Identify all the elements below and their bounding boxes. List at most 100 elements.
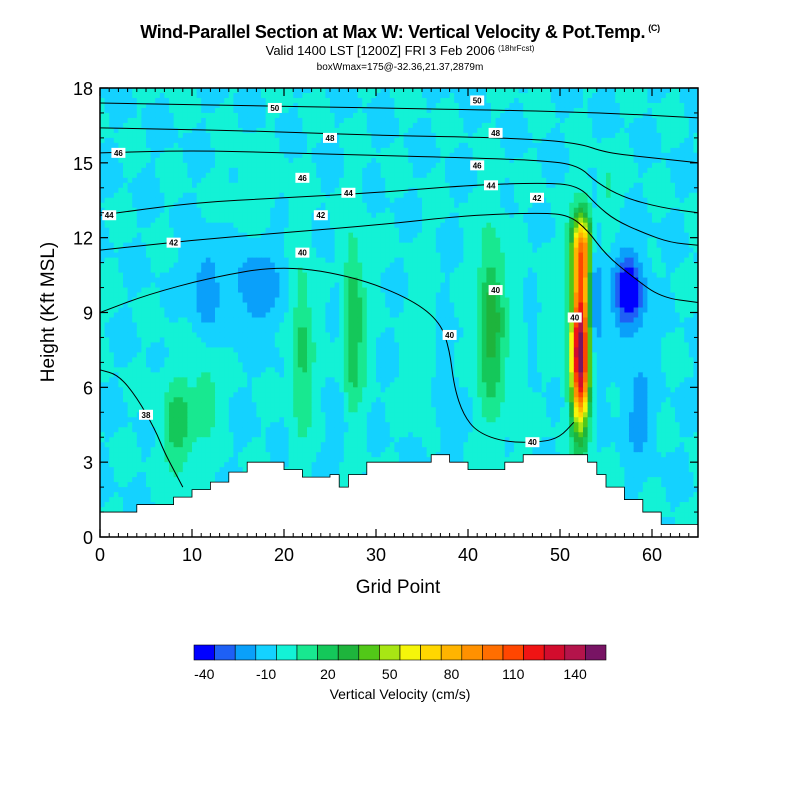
field-cell	[624, 117, 630, 124]
field-cell	[491, 197, 497, 204]
field-cell	[481, 117, 487, 124]
field-cell	[169, 88, 175, 94]
field-cell	[440, 267, 446, 274]
field-cell	[127, 88, 133, 94]
field-cell	[693, 147, 698, 154]
field-cell	[449, 172, 455, 179]
field-cell	[652, 217, 658, 224]
field-cell	[601, 152, 607, 159]
field-cell	[495, 157, 501, 164]
field-cell	[619, 267, 625, 274]
field-cell	[541, 102, 547, 109]
field-cell	[560, 122, 566, 129]
field-cell	[274, 177, 280, 184]
field-cell	[169, 252, 175, 259]
field-cell	[380, 177, 386, 184]
field-cell	[284, 102, 290, 109]
field-cell	[297, 167, 303, 174]
field-cell	[422, 142, 428, 149]
field-cell	[408, 92, 414, 99]
field-cell	[325, 162, 331, 169]
field-cell	[661, 192, 667, 199]
field-cell	[495, 182, 501, 189]
field-cell	[109, 142, 115, 149]
field-cell	[182, 122, 188, 129]
field-cell	[587, 132, 593, 139]
field-cell	[610, 212, 616, 219]
field-cell	[500, 262, 506, 269]
field-cell	[389, 262, 395, 269]
field-cell	[647, 272, 653, 279]
field-cell	[656, 187, 662, 194]
field-cell	[238, 192, 244, 199]
field-cell	[113, 102, 119, 109]
field-cell	[463, 197, 469, 204]
field-cell	[569, 117, 575, 124]
field-cell	[205, 232, 211, 239]
field-cell	[251, 172, 257, 179]
field-cell	[546, 222, 552, 229]
field-cell	[127, 267, 133, 274]
field-cell	[141, 277, 147, 284]
field-cell	[205, 257, 211, 264]
field-cell	[675, 182, 681, 189]
field-cell	[661, 227, 667, 234]
field-cell	[320, 127, 326, 134]
field-cell	[477, 122, 483, 129]
field-cell	[141, 127, 147, 134]
field-cell	[385, 97, 391, 104]
field-cell	[256, 132, 262, 139]
field-cell	[578, 162, 584, 169]
field-cell	[376, 88, 382, 94]
field-cell	[127, 237, 133, 244]
field-cell	[132, 272, 138, 279]
field-cell	[274, 147, 280, 154]
field-cell	[647, 212, 653, 219]
field-cell	[141, 257, 147, 264]
field-cell	[307, 237, 313, 244]
field-cell	[169, 227, 175, 234]
field-cell	[187, 132, 193, 139]
field-cell	[284, 197, 290, 204]
field-cell	[665, 102, 671, 109]
field-cell	[555, 112, 561, 119]
field-cell	[362, 192, 368, 199]
field-cell	[509, 187, 515, 194]
field-cell	[113, 227, 119, 234]
field-cell	[228, 232, 234, 239]
field-cell	[431, 212, 437, 219]
field-cell	[178, 142, 184, 149]
field-cell	[123, 247, 129, 254]
field-cell	[477, 147, 483, 154]
field-cell	[633, 212, 639, 219]
field-cell	[578, 257, 584, 264]
field-cell	[403, 162, 409, 169]
field-cell	[422, 257, 428, 264]
field-cell	[362, 187, 368, 194]
field-cell	[564, 162, 570, 169]
field-cell	[541, 127, 547, 134]
field-cell	[500, 167, 506, 174]
field-cell	[339, 92, 345, 99]
field-cell	[463, 232, 469, 239]
field-cell	[343, 172, 349, 179]
field-cell	[491, 92, 497, 99]
field-cell	[302, 117, 308, 124]
field-cell	[656, 137, 662, 144]
field-cell	[293, 257, 299, 264]
field-cell	[343, 177, 349, 184]
field-cell	[509, 157, 515, 164]
field-cell	[408, 252, 414, 259]
field-cell	[389, 92, 395, 99]
field-cell	[348, 227, 354, 234]
field-cell	[343, 137, 349, 144]
field-cell	[638, 142, 644, 149]
field-cell	[435, 142, 441, 149]
field-cell	[541, 177, 547, 184]
field-cell	[491, 88, 497, 94]
field-cell	[555, 177, 561, 184]
field-cell	[504, 272, 510, 279]
field-cell	[661, 197, 667, 204]
field-cell	[555, 92, 561, 99]
field-cell	[100, 112, 106, 119]
